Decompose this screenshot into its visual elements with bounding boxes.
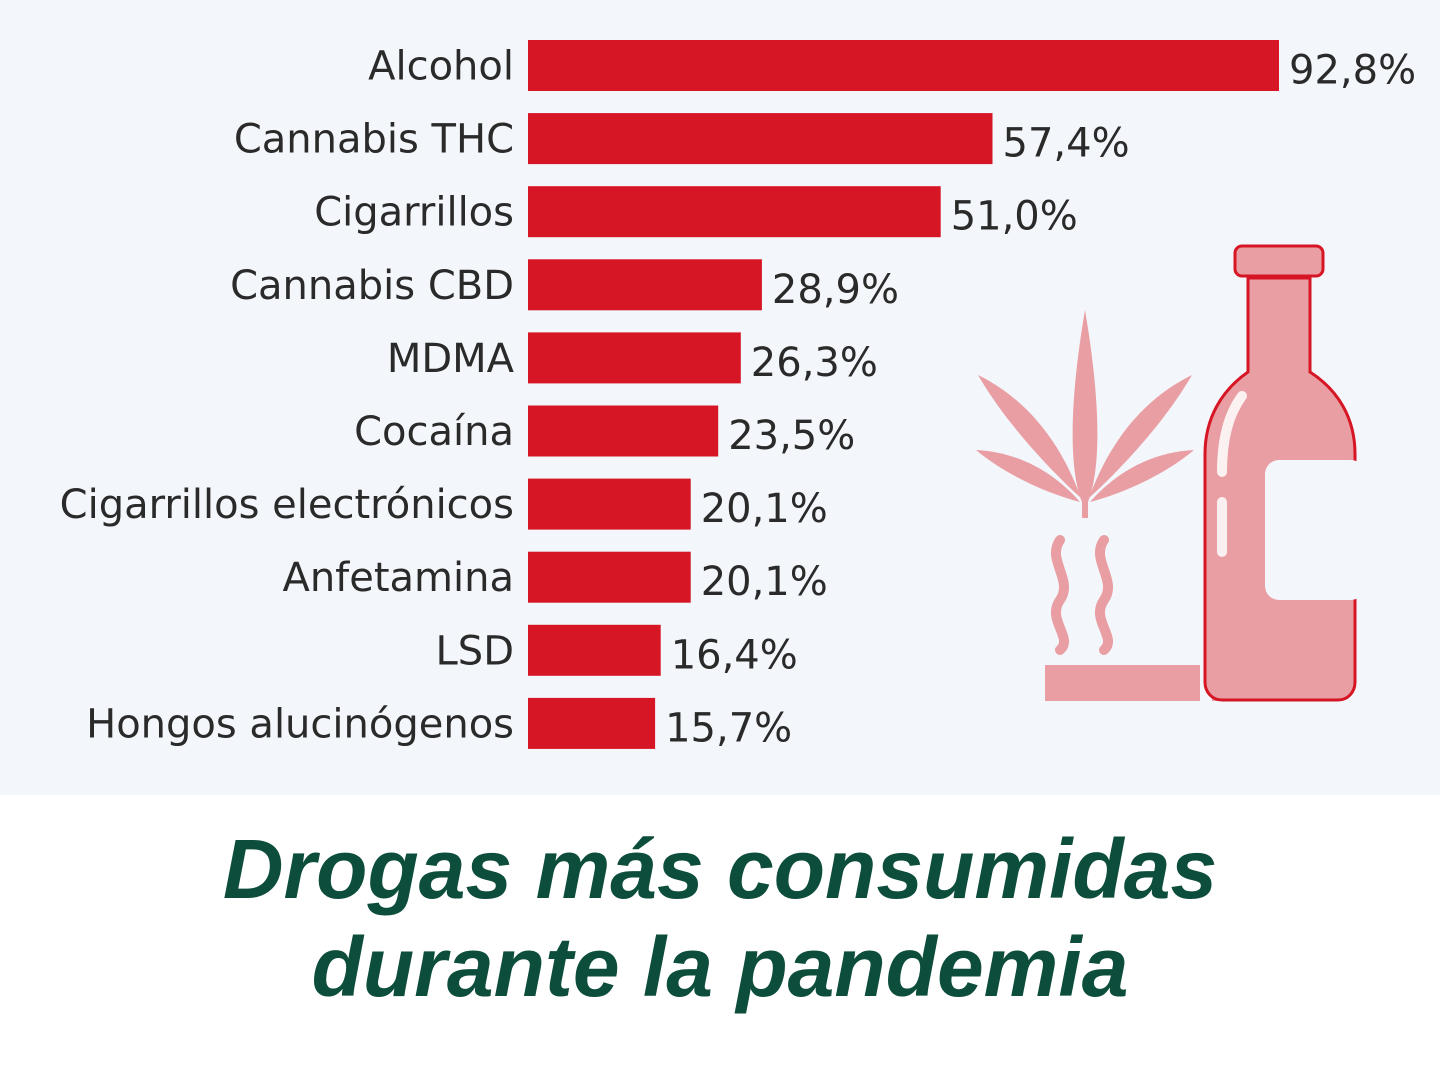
chart-title: Drogas más consumidas durante la pandemi… <box>0 820 1440 1016</box>
bar <box>528 478 691 530</box>
bottle-icon <box>1203 244 1365 702</box>
category-label: Cocaína <box>354 409 514 455</box>
smoke-icon <box>1050 535 1114 655</box>
bars-layer: Alcohol 92,8% Cannabis THC 57,4% Cigarrillos… <box>60 40 1416 751</box>
value-label: 20,1% <box>701 486 828 532</box>
value-label: 16,4% <box>671 632 798 678</box>
bar <box>528 405 719 457</box>
category-label: Alcohol <box>368 44 514 90</box>
bar-chart: Alcohol 92,8% Cannabis THC 57,4% Cigarrillos… <box>60 40 1416 751</box>
value-label: 26,3% <box>751 340 878 386</box>
bar <box>528 624 661 676</box>
chart-panel: Alcohol 92,8% Cannabis THC 57,4% Cigarrillos… <box>0 0 1440 795</box>
chart-title-line-2: durante la pandemia <box>311 920 1129 1014</box>
category-label: Cigarrillos electrónicos <box>60 482 514 528</box>
value-label: 51,0% <box>951 194 1078 240</box>
bar <box>528 697 656 749</box>
bar <box>528 186 941 238</box>
category-label: Hongos alucinógenos <box>86 701 514 747</box>
value-label: 15,7% <box>665 705 792 751</box>
category-label: Anfetamina <box>282 555 514 601</box>
category-label: MDMA <box>387 336 515 382</box>
cannabis-leaf-icon <box>976 310 1194 518</box>
chart-title-line-1: Drogas más consumidas <box>222 822 1218 916</box>
category-label: Cannabis THC <box>234 117 514 163</box>
bar <box>528 259 762 311</box>
value-label: 20,1% <box>701 559 828 605</box>
value-label: 57,4% <box>1003 121 1130 167</box>
value-label: 23,5% <box>728 413 855 459</box>
bar <box>528 551 691 603</box>
bar <box>528 40 1279 91</box>
value-label: 28,9% <box>772 267 899 313</box>
category-label: LSD <box>436 628 514 674</box>
drugs-illustration <box>976 244 1365 702</box>
bar <box>528 332 741 384</box>
category-label: Cannabis CBD <box>230 263 514 309</box>
value-label: 92,8% <box>1289 48 1416 94</box>
bar <box>528 113 993 165</box>
category-label: Cigarrillos <box>314 190 514 236</box>
